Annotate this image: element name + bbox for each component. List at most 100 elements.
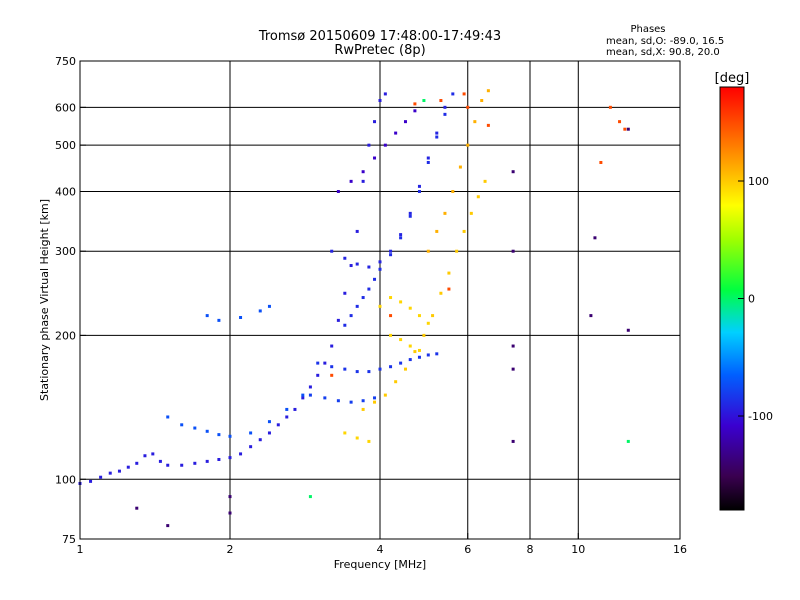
data-point <box>443 105 447 109</box>
data-point <box>469 211 473 215</box>
data-point <box>511 367 515 371</box>
data-point <box>367 265 371 269</box>
data-point <box>417 348 421 352</box>
data-point <box>205 314 209 318</box>
data-point <box>447 287 451 291</box>
stats-line-x: mean, sd,X: 90.8, 20.0 <box>606 47 720 58</box>
data-point <box>239 452 243 456</box>
data-point <box>323 396 327 400</box>
data-point <box>258 438 262 442</box>
data-point <box>511 170 515 174</box>
data-point <box>343 367 347 371</box>
data-point <box>166 524 170 528</box>
data-point <box>626 439 630 443</box>
data-point <box>355 262 359 266</box>
data-point <box>599 160 603 164</box>
colorbar-tick-label: 100 <box>748 175 769 188</box>
data-point <box>217 457 221 461</box>
data-point <box>426 156 430 160</box>
chart-subtitle: RwPretec (8p) <box>334 43 425 58</box>
data-point <box>349 264 353 268</box>
data-point <box>308 393 312 397</box>
data-point <box>117 469 121 473</box>
data-point <box>511 439 515 443</box>
data-point <box>373 396 377 400</box>
stats-line-o: mean, sd,O: -89.0, 16.5 <box>606 36 724 47</box>
data-point <box>308 495 312 499</box>
data-point <box>389 314 393 318</box>
data-point <box>589 314 593 318</box>
data-point <box>394 380 398 384</box>
data-point <box>367 439 371 443</box>
data-point <box>267 431 271 435</box>
data-point <box>476 195 480 199</box>
data-point <box>126 465 130 469</box>
y-axis-label: Stationary phase Virtual Height [km] <box>38 199 51 401</box>
data-point <box>217 433 221 437</box>
data-point <box>439 291 443 295</box>
data-point <box>451 92 455 96</box>
data-point <box>426 353 430 357</box>
data-point <box>378 267 382 271</box>
data-point <box>205 429 209 433</box>
data-point <box>180 423 184 427</box>
data-point <box>408 211 412 215</box>
data-point <box>486 89 490 93</box>
data-point <box>316 361 320 365</box>
data-point <box>383 393 387 397</box>
data-point <box>443 211 447 215</box>
data-point <box>355 304 359 308</box>
data-point <box>361 399 365 403</box>
data-point <box>455 249 459 253</box>
data-point <box>443 112 447 116</box>
data-point <box>267 304 271 308</box>
data-point <box>378 304 382 308</box>
data-point <box>367 143 371 147</box>
data-point <box>276 423 280 427</box>
data-point <box>193 461 197 465</box>
data-point <box>249 431 253 435</box>
data-point <box>323 361 327 365</box>
data-point <box>422 333 426 337</box>
data-point <box>426 160 430 164</box>
data-point <box>228 434 232 438</box>
data-point <box>403 367 407 371</box>
data-point <box>166 463 170 467</box>
data-point <box>180 463 184 467</box>
data-point <box>408 306 412 310</box>
data-point <box>166 415 170 419</box>
data-point <box>361 407 365 411</box>
y-tick-label: 600 <box>55 101 76 114</box>
data-point <box>301 393 305 397</box>
data-point <box>285 407 289 411</box>
y-tick-label: 300 <box>55 245 76 258</box>
y-axis-ticks: 75 100 200 300 400 500 600 750 <box>55 55 86 546</box>
x-tick-label: 1 <box>77 543 84 556</box>
data-point <box>228 495 232 499</box>
data-point <box>349 314 353 318</box>
data-point <box>373 277 377 281</box>
data-point <box>417 189 421 193</box>
data-point <box>343 256 347 260</box>
data-point <box>483 179 487 183</box>
stats-heading: Phases <box>630 24 665 35</box>
data-point <box>135 506 139 510</box>
data-point <box>431 314 435 318</box>
data-point <box>413 350 417 354</box>
data-points <box>78 89 630 528</box>
data-point <box>228 511 232 515</box>
data-point <box>389 253 393 257</box>
x-axis-label: Frequency [MHz] <box>334 558 426 571</box>
data-point <box>349 400 353 404</box>
y-tick-label: 400 <box>55 185 76 198</box>
data-point <box>267 420 271 424</box>
chart-title: Tromsø 20150609 17:48:00-17:49:43 <box>258 29 501 44</box>
data-point <box>330 373 334 377</box>
data-point <box>417 314 421 318</box>
data-point <box>349 179 353 183</box>
data-point <box>399 236 403 240</box>
data-point <box>99 475 103 479</box>
data-point <box>480 99 484 103</box>
data-point <box>143 454 147 458</box>
data-point <box>511 344 515 348</box>
